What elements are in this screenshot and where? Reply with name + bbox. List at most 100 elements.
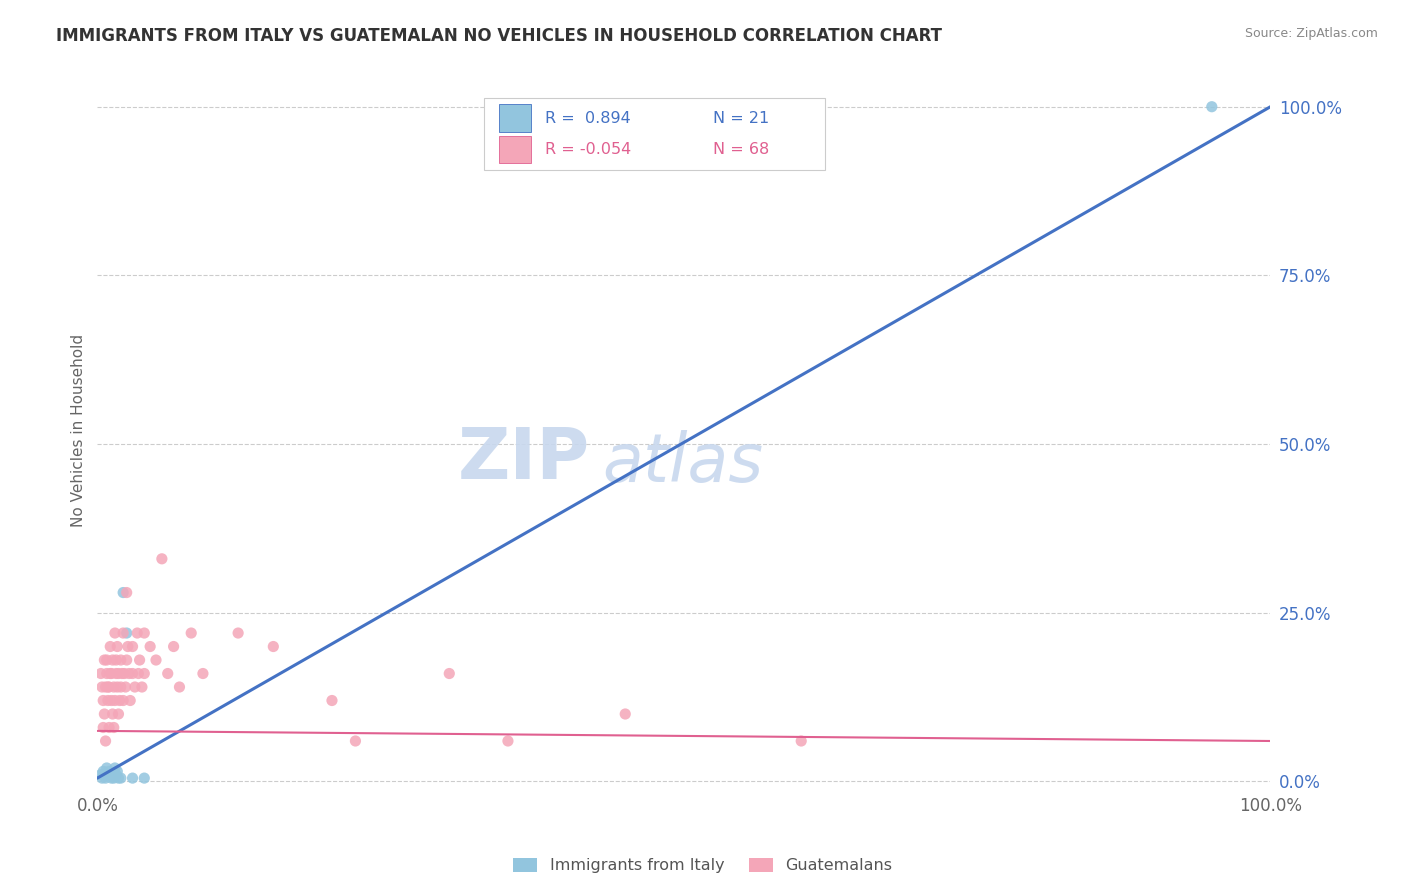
Point: [191, 666, 214, 681]
Point: [131, 680, 153, 694]
Point: [91, 771, 114, 785]
Point: [101, 653, 124, 667]
Point: [107, 706, 129, 721]
Point: [97, 680, 120, 694]
Point: [98, 721, 121, 735]
Point: [121, 640, 143, 654]
Point: [1201, 100, 1223, 114]
Point: [112, 626, 135, 640]
Point: [96, 666, 118, 681]
Point: [114, 680, 136, 694]
Point: [145, 653, 167, 667]
Bar: [499, 104, 531, 132]
Point: [344, 734, 367, 748]
Point: [121, 771, 143, 785]
Text: Source: ZipAtlas.com: Source: ZipAtlas.com: [1244, 27, 1378, 40]
Point: [91, 721, 114, 735]
Point: [98, 666, 121, 681]
Point: [103, 680, 125, 694]
Point: [100, 666, 122, 681]
Point: [139, 640, 162, 654]
Point: [110, 680, 132, 694]
Point: [262, 640, 284, 654]
Point: [111, 666, 134, 681]
Point: [134, 666, 156, 681]
Point: [115, 626, 138, 640]
Point: [439, 666, 461, 681]
Point: [97, 693, 120, 707]
Point: [93, 768, 115, 782]
Point: [94, 771, 117, 785]
Text: IMMIGRANTS FROM ITALY VS GUATEMALAN NO VEHICLES IN HOUSEHOLD CORRELATION CHART: IMMIGRANTS FROM ITALY VS GUATEMALAN NO V…: [56, 27, 942, 45]
Point: [120, 693, 142, 707]
Point: [91, 680, 114, 694]
Point: [98, 640, 121, 654]
Text: N = 21: N = 21: [713, 111, 769, 126]
Point: [112, 666, 135, 681]
Point: [112, 585, 135, 599]
Point: [90, 768, 112, 782]
FancyBboxPatch shape: [485, 98, 825, 169]
Point: [117, 640, 139, 654]
Point: [96, 761, 118, 775]
Point: [790, 734, 813, 748]
Point: [105, 768, 128, 782]
Point: [100, 771, 122, 785]
Point: [91, 764, 114, 779]
Point: [115, 585, 138, 599]
Point: [134, 771, 156, 785]
Point: [97, 768, 120, 782]
Point: [90, 666, 112, 681]
Point: [614, 706, 637, 721]
Point: [108, 693, 131, 707]
Point: [127, 666, 149, 681]
Point: [98, 680, 121, 694]
Point: [98, 764, 121, 779]
Point: [103, 771, 125, 785]
Y-axis label: No Vehicles in Household: No Vehicles in Household: [72, 334, 86, 527]
Point: [105, 666, 128, 681]
Point: [110, 653, 132, 667]
Point: [100, 693, 122, 707]
Point: [115, 653, 138, 667]
Bar: [499, 136, 531, 163]
Point: [169, 680, 191, 694]
Text: atlas: atlas: [602, 430, 763, 496]
Point: [118, 666, 141, 681]
Point: [121, 666, 143, 681]
Point: [101, 768, 124, 782]
Point: [93, 653, 115, 667]
Point: [110, 771, 132, 785]
Point: [105, 653, 128, 667]
Point: [496, 734, 519, 748]
Point: [94, 680, 117, 694]
Text: R = -0.054: R = -0.054: [546, 142, 631, 157]
Point: [105, 764, 128, 779]
Point: [91, 693, 114, 707]
Point: [128, 653, 150, 667]
Point: [180, 626, 202, 640]
Point: [112, 693, 135, 707]
Legend: Immigrants from Italy, Guatemalans: Immigrants from Italy, Guatemalans: [508, 851, 898, 880]
Point: [94, 734, 117, 748]
Point: [105, 680, 128, 694]
Text: N = 68: N = 68: [713, 142, 769, 157]
Point: [104, 693, 127, 707]
Point: [321, 693, 343, 707]
Point: [156, 666, 179, 681]
Text: R =  0.894: R = 0.894: [546, 111, 631, 126]
Text: ZIP: ZIP: [458, 425, 591, 493]
Point: [107, 771, 129, 785]
Point: [105, 640, 128, 654]
Point: [134, 626, 156, 640]
Point: [107, 666, 129, 681]
Point: [104, 761, 127, 775]
Point: [93, 706, 115, 721]
Point: [96, 653, 118, 667]
Point: [162, 640, 184, 654]
Point: [127, 626, 149, 640]
Point: [103, 721, 125, 735]
Point: [101, 706, 124, 721]
Point: [150, 551, 173, 566]
Point: [226, 626, 249, 640]
